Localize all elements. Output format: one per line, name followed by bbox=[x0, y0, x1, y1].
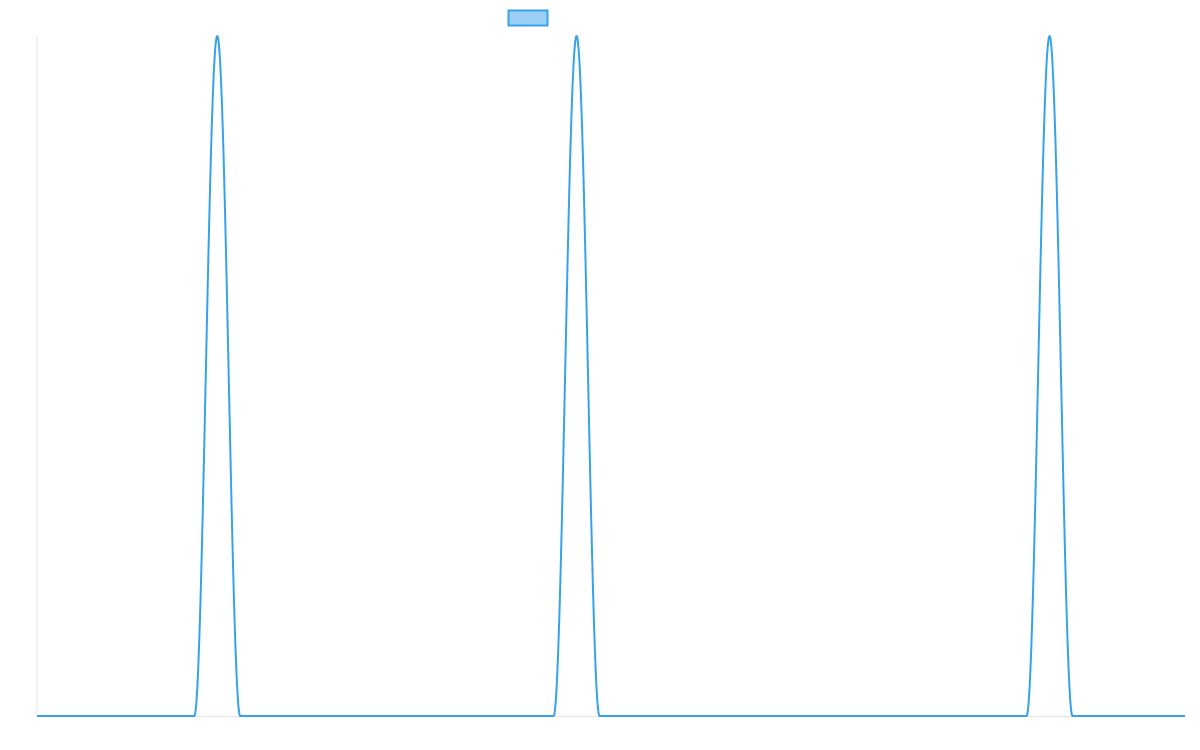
peak-point-0[interactable] bbox=[213, 32, 221, 40]
series-line-0 bbox=[36, 35, 1186, 717]
legend-swatch[interactable] bbox=[507, 9, 549, 27]
peak-point-1[interactable] bbox=[573, 32, 581, 40]
legend[interactable] bbox=[507, 9, 549, 27]
series-layer bbox=[36, 32, 1186, 717]
peak-point-2[interactable] bbox=[1046, 32, 1054, 40]
